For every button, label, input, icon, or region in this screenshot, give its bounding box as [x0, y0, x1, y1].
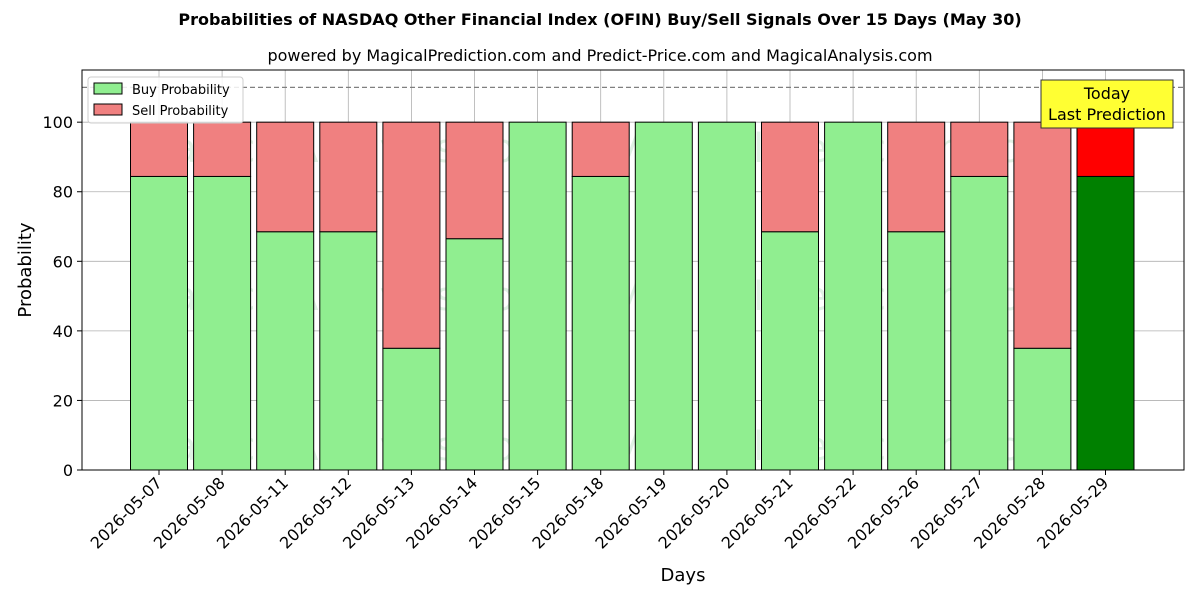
- buy-bar: [508, 121, 567, 471]
- sell-bar: [761, 121, 819, 233]
- y-axis-label: Probability: [15, 222, 36, 317]
- y-tick-label: 0: [63, 461, 73, 480]
- buy-bar: [887, 231, 946, 471]
- sell-bar: [950, 121, 1009, 177]
- buy-bar: [193, 175, 252, 471]
- buy-bar: [256, 231, 315, 471]
- annotation-box: [1040, 79, 1174, 129]
- sell-bar: [571, 121, 630, 177]
- sell-bar: [130, 121, 188, 177]
- annotation: Today Last Prediction: [1040, 79, 1174, 129]
- sell-bar: [193, 121, 252, 177]
- y-tick-label: 60: [53, 252, 73, 271]
- buy-bar: [130, 175, 188, 471]
- legend-swatch: [93, 103, 123, 116]
- buy-bar: [761, 231, 819, 471]
- buy-bar: [950, 175, 1009, 471]
- y-tick-label: 40: [53, 322, 73, 341]
- buy-bar: [445, 238, 504, 471]
- sell-bar: [382, 121, 441, 349]
- buy-bar: [319, 231, 378, 471]
- y-tick-label: 80: [53, 183, 73, 202]
- buy-bar: [697, 121, 756, 471]
- sell-bar: [1013, 121, 1072, 349]
- sell-bar: [319, 121, 378, 233]
- sell-bar: [445, 121, 504, 240]
- chart-title: Probabilities of NASDAQ Other Financial …: [178, 10, 1022, 29]
- buy-bar: [824, 121, 883, 471]
- sell-bar: [1076, 121, 1135, 177]
- plot-frame: [81, 69, 1185, 471]
- annotation-line-1: Today: [1083, 84, 1130, 103]
- buy-bar: [571, 175, 630, 471]
- y-tick-label: 100: [42, 113, 73, 132]
- legend-label: Sell Probability: [132, 104, 229, 119]
- y-tick-label: 20: [53, 391, 73, 410]
- annotation-line-2: Last Prediction: [1048, 105, 1166, 124]
- sell-bar: [887, 121, 946, 233]
- buy-bar: [1076, 175, 1135, 471]
- sell-bar: [256, 121, 315, 233]
- legend-box: [87, 76, 244, 124]
- legend-swatch: [93, 82, 123, 95]
- buy-bar: [382, 347, 441, 471]
- buy-bar: [634, 121, 693, 471]
- chart-subtitle: powered by MagicalPrediction.com and Pre…: [267, 46, 933, 65]
- buy-bar: [1013, 347, 1072, 471]
- legend: Buy Probability Sell Probability: [87, 76, 244, 124]
- legend-label: Buy Probability: [132, 83, 230, 98]
- x-axis-label: Days: [661, 565, 706, 586]
- bars: [82, 86, 1184, 471]
